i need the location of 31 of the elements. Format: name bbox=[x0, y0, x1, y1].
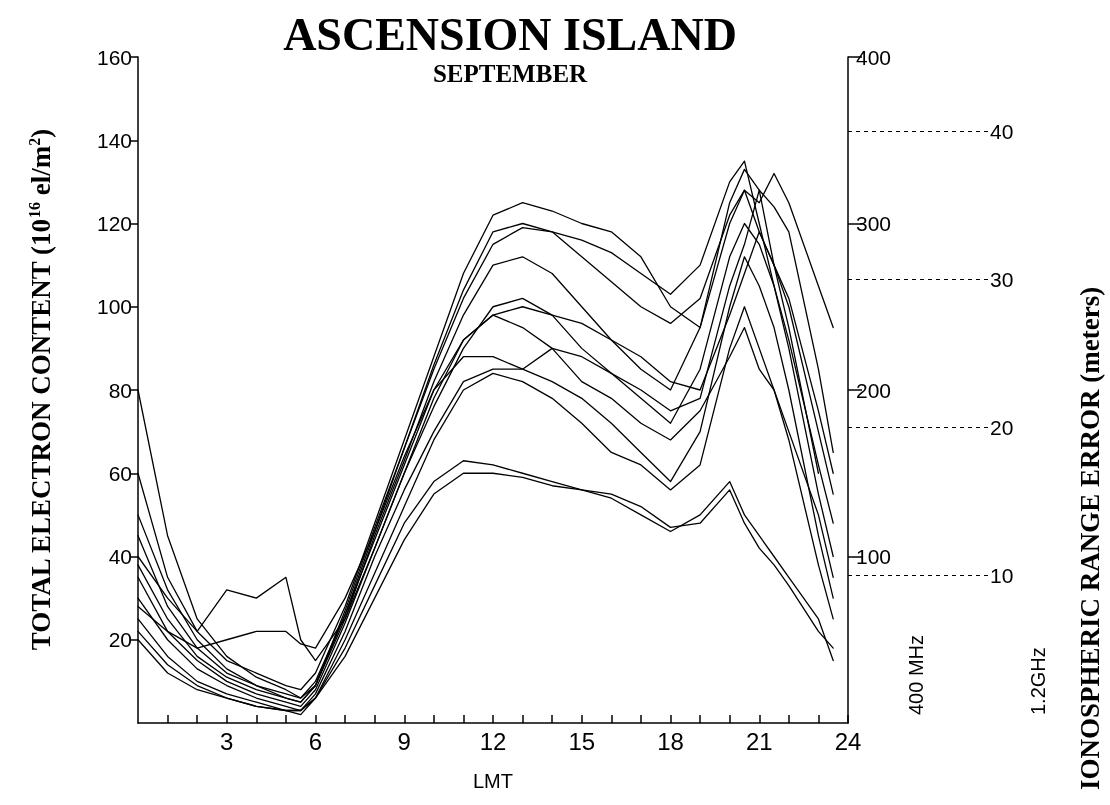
y3-tick-label: 40 bbox=[990, 119, 1014, 143]
y-tick-label: 40 bbox=[108, 545, 132, 568]
y3-tick-label: 10 bbox=[990, 563, 1014, 587]
y-tick-label: 60 bbox=[108, 461, 132, 485]
y3-axis-title: 1.2GHz bbox=[1027, 647, 1049, 715]
y2-tick-label: 200 bbox=[856, 378, 892, 402]
y-tick-label: 20 bbox=[108, 628, 132, 652]
y2-tick-label: 100 bbox=[856, 545, 892, 568]
x-tick-label: 9 bbox=[397, 727, 411, 755]
y2-tick-label: 400 bbox=[856, 45, 892, 69]
y-tick-label: 80 bbox=[108, 378, 132, 402]
x-tick-label: 21 bbox=[745, 727, 773, 755]
x-tick-label: 12 bbox=[479, 727, 507, 755]
chart-subtitle: SEPTEMBER bbox=[432, 60, 589, 87]
x-tick-label: 18 bbox=[657, 727, 684, 755]
x-tick-label: 24 bbox=[834, 727, 862, 755]
y-tick-label: 140 bbox=[96, 128, 132, 152]
x-tick-label: 6 bbox=[308, 727, 323, 755]
x-tick-label: 15 bbox=[568, 727, 596, 755]
y2-axis-title: 400 MHz bbox=[905, 634, 927, 715]
y3-tick-label: 30 bbox=[990, 267, 1014, 291]
y-axis-title: TOTAL ELECTRON CONTENT (1016 el/m2) bbox=[25, 128, 56, 651]
y2-tick-label: 300 bbox=[856, 212, 892, 235]
x-axis-title: LMT bbox=[473, 770, 513, 792]
y3-tick-label: 20 bbox=[990, 415, 1014, 439]
y-tick-label: 100 bbox=[96, 295, 132, 319]
text: IONOSPHERIC RANGE ERROR (meters) bbox=[1074, 286, 1105, 790]
chart-title: ASCENSION ISLAND bbox=[283, 8, 737, 60]
y-tick-label: 160 bbox=[96, 45, 132, 69]
x-tick-label: 3 bbox=[220, 727, 234, 755]
y-tick-label: 120 bbox=[96, 212, 132, 235]
